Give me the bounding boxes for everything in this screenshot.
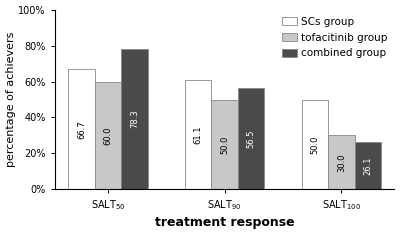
Bar (121, 49, 148, 189)
Bar (95, 82, 121, 189)
X-axis label: treatment response: treatment response (155, 216, 294, 229)
Bar (238, 88, 264, 189)
Text: 60.0: 60.0 (104, 126, 112, 145)
Bar (185, 79, 211, 189)
Text: 50.0: 50.0 (220, 135, 229, 154)
Text: 30.0: 30.0 (337, 153, 346, 172)
Bar (302, 99, 328, 189)
Text: 50.0: 50.0 (310, 135, 319, 154)
Text: 56.5: 56.5 (247, 129, 256, 148)
Legend: SCs group, tofacitinib group, combined group: SCs group, tofacitinib group, combined g… (280, 15, 389, 60)
Text: 61.1: 61.1 (194, 125, 203, 144)
Bar (68, 70, 95, 189)
Bar (211, 99, 238, 189)
Bar (328, 136, 355, 189)
Text: 78.3: 78.3 (130, 110, 139, 128)
Y-axis label: percentage of achievers: percentage of achievers (6, 32, 16, 167)
Bar (355, 142, 381, 189)
Text: 26.1: 26.1 (364, 157, 372, 175)
Text: 66.7: 66.7 (77, 120, 86, 139)
